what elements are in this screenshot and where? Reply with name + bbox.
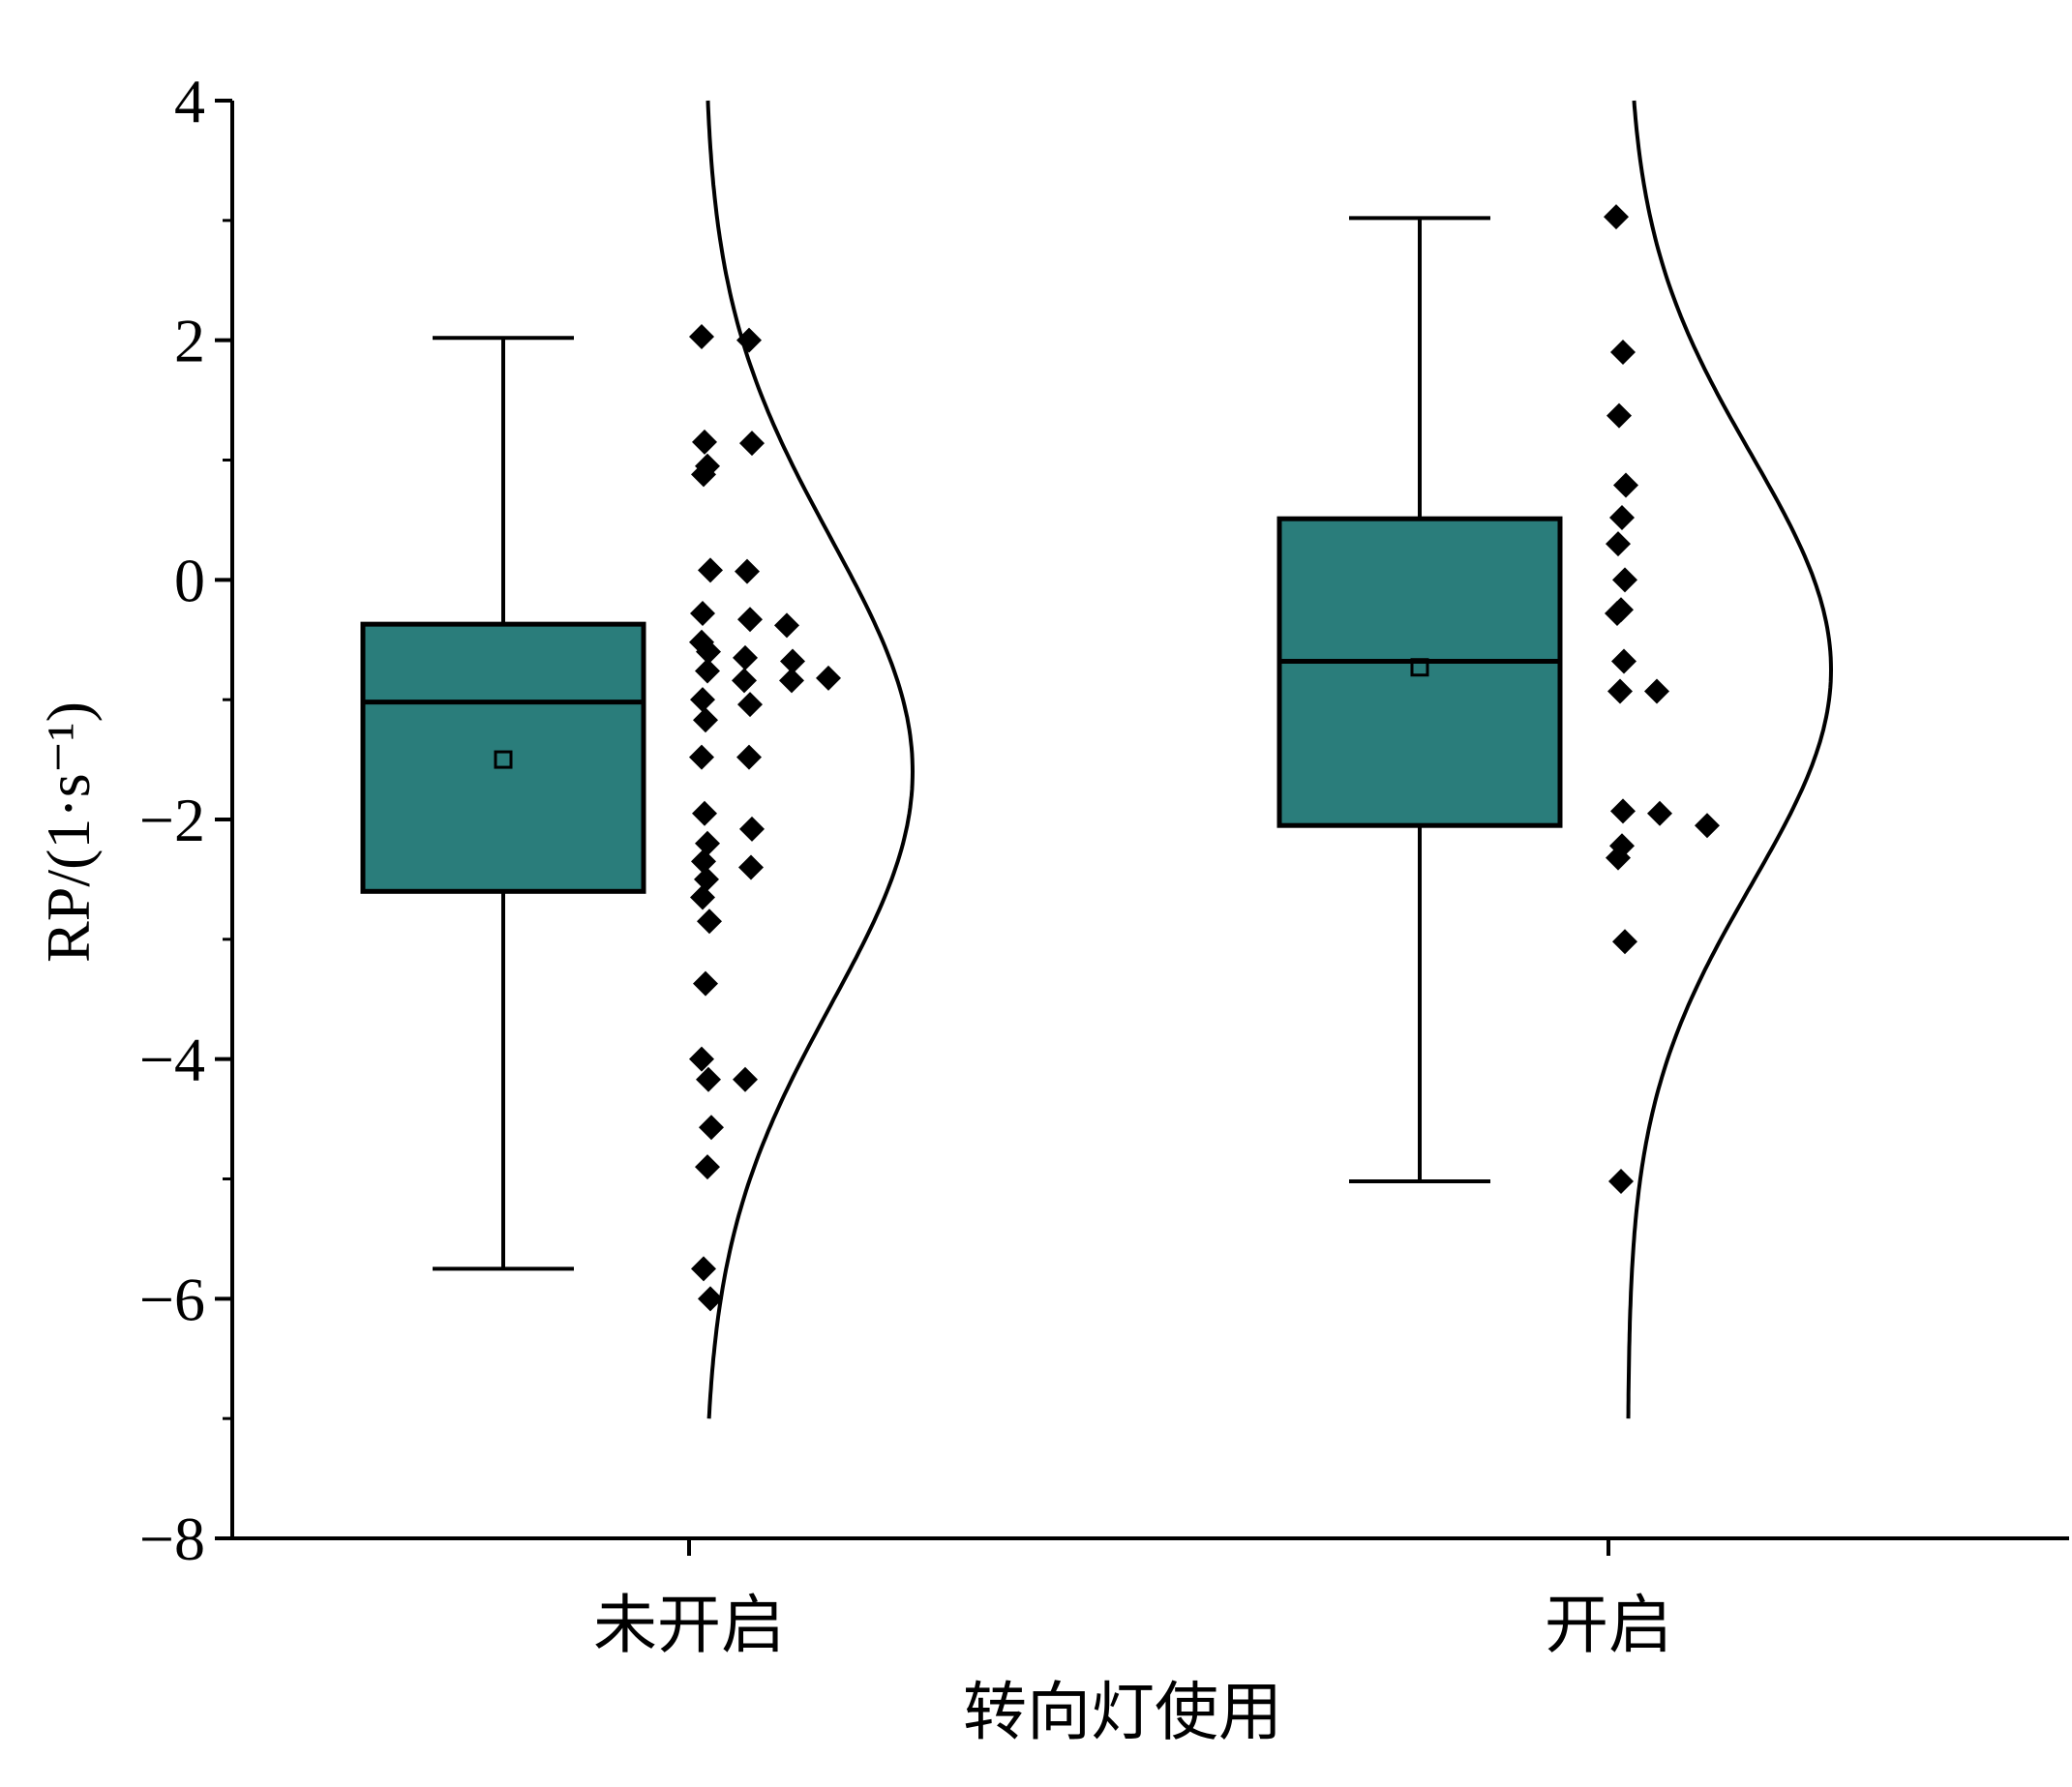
data-point xyxy=(694,866,719,892)
data-point xyxy=(690,687,715,713)
data-point xyxy=(737,692,763,718)
data-point xyxy=(1609,504,1635,530)
box xyxy=(1276,516,1563,828)
data-point xyxy=(692,429,717,455)
x-tick-label: 未开启 xyxy=(593,1588,785,1662)
data-point xyxy=(1612,567,1637,593)
data-point xyxy=(698,1286,723,1312)
data-point xyxy=(739,816,765,842)
data-point xyxy=(733,1066,758,1092)
x-axis-title: 转向灯使用 xyxy=(963,1675,1282,1749)
data-point xyxy=(736,744,762,770)
data-point xyxy=(693,970,718,997)
data-point xyxy=(774,612,799,639)
data-point xyxy=(735,558,760,584)
data-point xyxy=(1605,601,1630,627)
data-point xyxy=(1604,204,1629,230)
data-point xyxy=(1613,472,1638,498)
data-point xyxy=(779,668,804,694)
data-point xyxy=(1612,929,1637,955)
data-point xyxy=(690,601,715,627)
data-point xyxy=(1695,813,1720,839)
data-point xyxy=(1607,402,1632,429)
data-point xyxy=(1644,678,1669,704)
data-point xyxy=(1606,845,1631,871)
data-point xyxy=(1610,798,1636,824)
data-point xyxy=(699,1115,724,1141)
data-point xyxy=(691,849,716,875)
data-point xyxy=(689,1046,714,1072)
data-point xyxy=(733,644,758,670)
data-point xyxy=(693,707,718,733)
data-point xyxy=(732,668,757,694)
density-curve xyxy=(706,100,916,1419)
data-point xyxy=(690,884,715,910)
data-point xyxy=(689,744,714,770)
data-point xyxy=(698,557,723,583)
data-point xyxy=(1611,648,1637,674)
y-tick-label: −4 xyxy=(139,1026,205,1094)
data-point xyxy=(738,854,764,880)
data-point xyxy=(737,607,763,633)
y-tick-label: 4 xyxy=(174,67,205,135)
data-point xyxy=(691,1256,716,1282)
plot-area xyxy=(360,100,1834,1419)
data-point xyxy=(689,323,714,349)
y-tick-label: 2 xyxy=(174,307,205,375)
data-point xyxy=(695,1154,720,1180)
data-point xyxy=(1608,1168,1634,1194)
data-point xyxy=(739,431,765,457)
y-axis-title: RP/(1·s⁻¹) xyxy=(34,701,103,963)
data-point xyxy=(692,800,717,826)
data-point xyxy=(816,665,841,691)
y-tick-label: −6 xyxy=(139,1265,205,1333)
mean-marker xyxy=(1410,658,1429,677)
box xyxy=(360,621,646,894)
data-point xyxy=(696,1066,721,1092)
y-tick-label: −8 xyxy=(139,1504,205,1573)
data-point xyxy=(695,830,720,856)
axes: 4 2 0 −2 −4 −6 −8 未开启 开启 xyxy=(139,67,2069,1662)
data-point xyxy=(696,639,721,665)
data-point xyxy=(697,908,722,935)
data-point xyxy=(780,648,805,674)
y-tick-label: −2 xyxy=(139,786,205,854)
data-point xyxy=(1610,340,1636,366)
data-point xyxy=(1607,678,1633,704)
y-tick-label: 0 xyxy=(174,546,205,614)
data-point xyxy=(695,658,720,684)
data-point xyxy=(1606,531,1631,557)
data-point xyxy=(691,462,716,488)
data-point xyxy=(1647,800,1672,826)
x-tick-label: 开启 xyxy=(1545,1588,1672,1662)
density-curve xyxy=(1626,100,1834,1419)
data-point xyxy=(736,327,762,353)
mean-marker xyxy=(494,750,513,769)
